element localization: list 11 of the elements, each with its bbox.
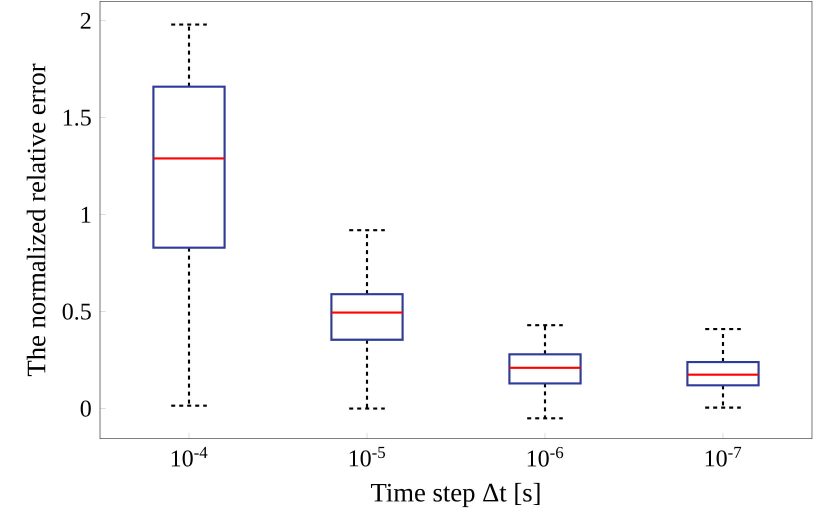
y-tick-label: 0.5 — [62, 303, 91, 320]
y-tick-label: 1.5 — [64, 110, 91, 126]
x-tick-label: 10$^{-7}$ — [706, 446, 742, 467]
y-tick-label: 1 — [82, 206, 90, 223]
y-tick-label: 0 — [80, 400, 91, 417]
y-tick-label: 2 — [80, 12, 90, 29]
x-tick-label: 10$^{-6}$ — [528, 446, 564, 467]
x-tick-label: 10$^{-5}$ — [350, 446, 385, 467]
x-axis-title: Time step Δt [s] — [370, 482, 540, 508]
y-axis-title: The normalized relative error — [26, 64, 46, 376]
x-tick-label: 10$^{-4}$ — [172, 446, 208, 467]
